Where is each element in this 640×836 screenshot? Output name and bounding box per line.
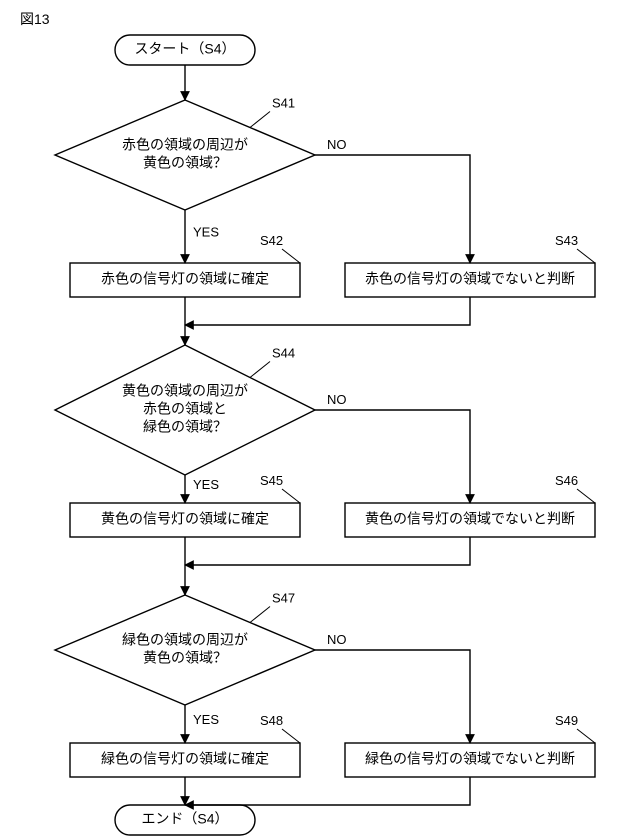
svg-text:S46: S46 xyxy=(555,473,578,488)
svg-text:黄色の領域の周辺が: 黄色の領域の周辺が xyxy=(122,383,248,399)
svg-text:YES: YES xyxy=(193,477,219,492)
svg-text:赤色の信号灯の領域でないと判断: 赤色の信号灯の領域でないと判断 xyxy=(365,271,575,287)
svg-text:緑色の信号灯の領域に確定: 緑色の信号灯の領域に確定 xyxy=(101,751,269,767)
svg-text:S43: S43 xyxy=(555,233,578,248)
svg-text:NO: NO xyxy=(327,137,347,152)
svg-text:黄色の信号灯の領域でないと判断: 黄色の信号灯の領域でないと判断 xyxy=(365,511,575,527)
flow-arrow xyxy=(185,777,470,805)
svg-text:図13: 図13 xyxy=(20,11,50,27)
flowchart: 図13 スタート（S4） 赤色の領域の周辺が黄色の領域？ S41 赤色の信号灯の領域に確… xyxy=(0,0,640,836)
svg-text:赤色の領域と: 赤色の領域と xyxy=(143,401,227,417)
svg-text:S48: S48 xyxy=(260,713,283,728)
svg-text:赤色の領域の周辺が: 赤色の領域の周辺が xyxy=(122,137,248,153)
svg-text:S47: S47 xyxy=(272,591,295,606)
svg-text:S44: S44 xyxy=(272,346,295,361)
svg-text:赤色の信号灯の領域に確定: 赤色の信号灯の領域に確定 xyxy=(101,271,269,287)
svg-text:S49: S49 xyxy=(555,713,578,728)
svg-text:YES: YES xyxy=(193,712,219,727)
flow-arrow xyxy=(185,537,470,565)
svg-text:S41: S41 xyxy=(272,96,295,111)
svg-text:S42: S42 xyxy=(260,233,283,248)
svg-text:緑色の信号灯の領域でないと判断: 緑色の信号灯の領域でないと判断 xyxy=(365,751,575,767)
flow-arrow xyxy=(315,410,470,503)
svg-text:YES: YES xyxy=(193,225,219,240)
svg-text:エンド（S4）: エンド（S4） xyxy=(141,811,228,827)
svg-text:S45: S45 xyxy=(260,473,283,488)
svg-text:NO: NO xyxy=(327,632,347,647)
svg-text:黄色の領域？: 黄色の領域？ xyxy=(143,650,227,666)
svg-text:緑色の領域の周辺が: 緑色の領域の周辺が xyxy=(122,632,248,648)
svg-text:緑色の領域？: 緑色の領域？ xyxy=(143,419,227,435)
flow-arrow xyxy=(315,155,470,263)
svg-text:スタート（S4）: スタート（S4） xyxy=(134,41,235,57)
flow-arrow xyxy=(185,297,470,325)
svg-text:黄色の領域？: 黄色の領域？ xyxy=(143,155,227,171)
svg-text:黄色の信号灯の領域に確定: 黄色の信号灯の領域に確定 xyxy=(101,511,269,527)
svg-text:NO: NO xyxy=(327,392,347,407)
flow-arrow xyxy=(315,650,470,743)
